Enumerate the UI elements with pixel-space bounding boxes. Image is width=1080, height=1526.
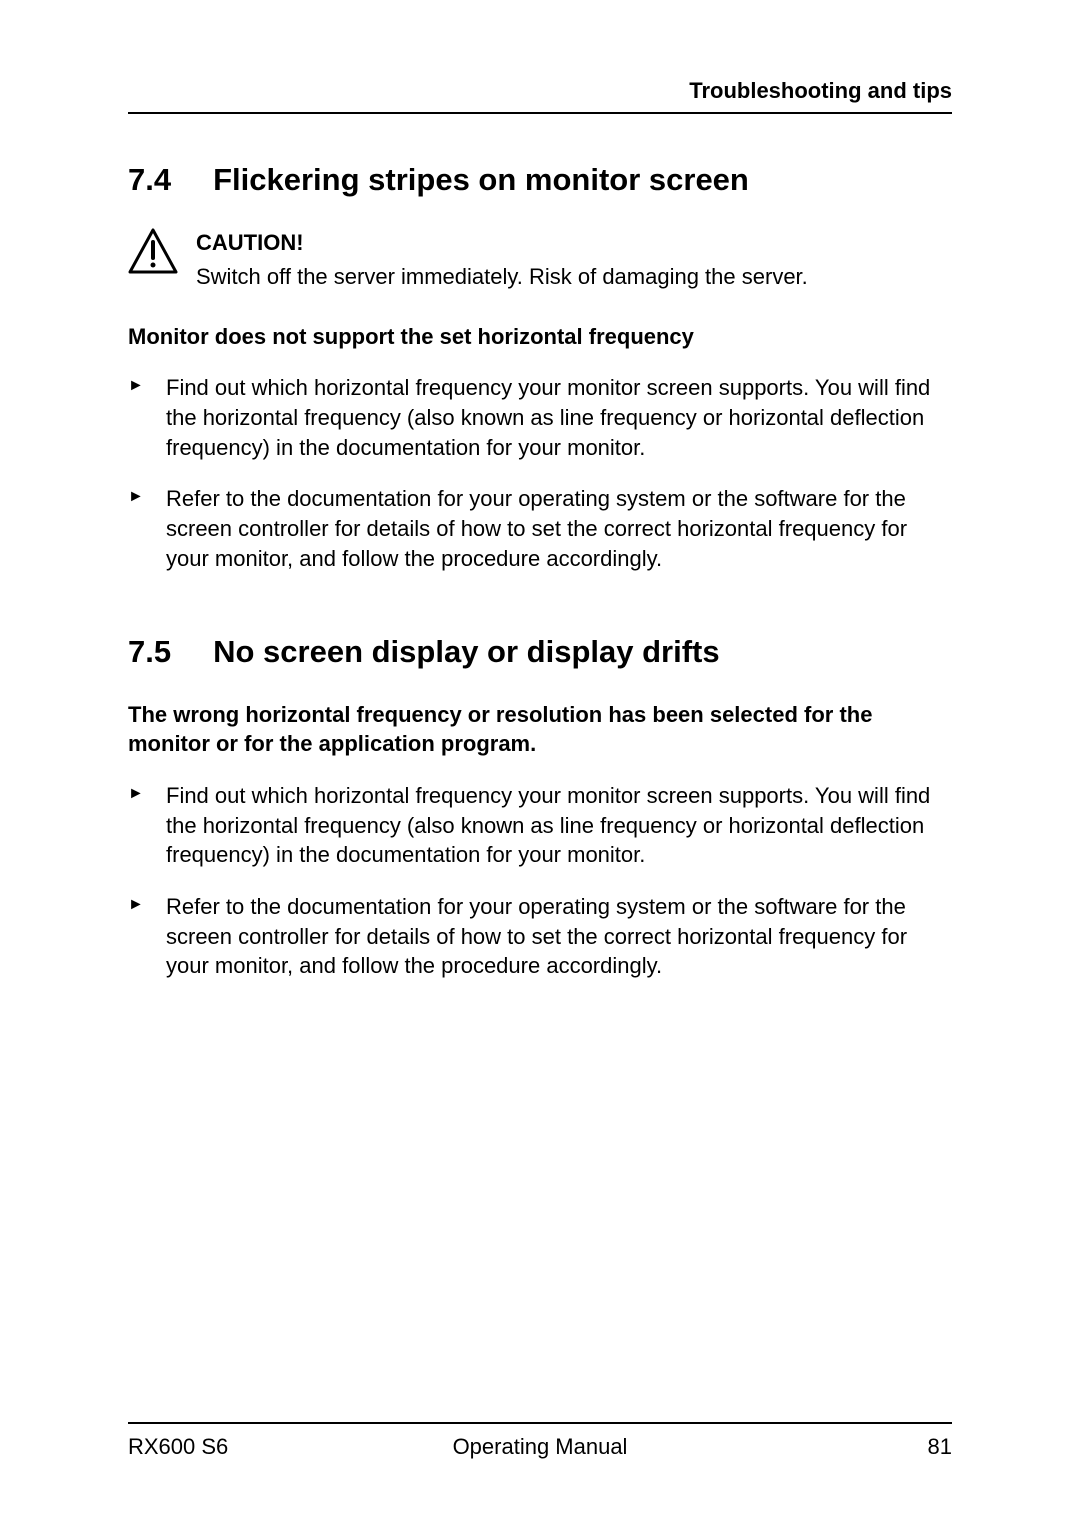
list-item: Find out which horizontal frequency your… — [128, 781, 952, 870]
footer-rule — [128, 1422, 952, 1424]
list-item: Find out which horizontal frequency your… — [128, 373, 952, 462]
section-7-4-heading: 7.4 Flickering stripes on monitor screen — [128, 162, 952, 198]
section-7-5-heading: 7.5 No screen display or display drifts — [128, 634, 952, 670]
page-footer: RX600 S6 Operating Manual 81 — [128, 1422, 952, 1460]
section-7-4-subheading: Monitor does not support the set horizon… — [128, 322, 952, 352]
section-7-4-title: Flickering stripes on monitor screen — [213, 162, 749, 198]
section-7-5-subheading: The wrong horizontal frequency or resolu… — [128, 700, 952, 759]
page-header-title: Troubleshooting and tips — [128, 78, 952, 104]
caution-text: Switch off the server immediately. Risk … — [196, 262, 952, 292]
caution-label: CAUTION! — [196, 230, 952, 256]
section-7-4-number: 7.4 — [128, 162, 171, 198]
caution-icon — [128, 228, 178, 274]
caution-block: CAUTION! Switch off the server immediate… — [128, 228, 952, 292]
footer-page-number: 81 — [677, 1434, 952, 1460]
section-7-4-bullets: Find out which horizontal frequency your… — [128, 373, 952, 573]
section-7-5-title: No screen display or display drifts — [213, 634, 720, 670]
section-7-5-number: 7.5 — [128, 634, 171, 670]
header-rule — [128, 112, 952, 114]
footer-model: RX600 S6 — [128, 1434, 403, 1460]
footer-doc-title: Operating Manual — [403, 1434, 678, 1460]
section-7-5-bullets: Find out which horizontal frequency your… — [128, 781, 952, 981]
list-item: Refer to the documentation for your oper… — [128, 892, 952, 981]
list-item: Refer to the documentation for your oper… — [128, 484, 952, 573]
